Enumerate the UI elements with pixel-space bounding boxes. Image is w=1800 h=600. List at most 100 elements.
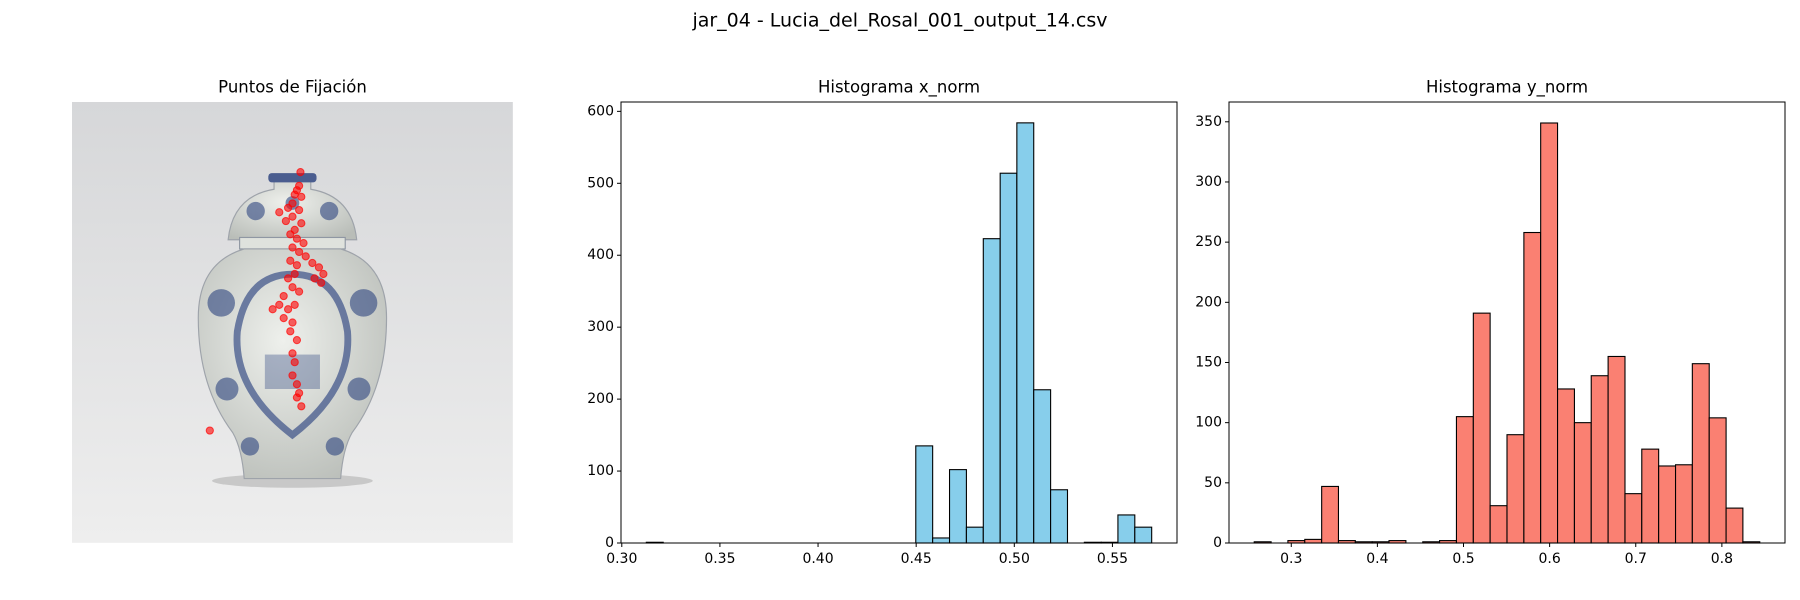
fixation-point: [288, 349, 297, 358]
histogram-bar: [948, 469, 967, 544]
fixation-point: [296, 168, 305, 177]
figure-title: jar_04 - Lucia_del_Rosal_001_output_14.c…: [691, 10, 1107, 32]
fixation-point: [281, 216, 290, 226]
histogram-bar: [1117, 514, 1136, 544]
x-tick-label: 0.35: [704, 551, 735, 567]
y-tick-label: 350: [1195, 114, 1222, 130]
fixation-point: [308, 258, 317, 268]
x-tick-label: 0.30: [606, 551, 637, 567]
y-tick-label: 0: [605, 535, 614, 551]
fixation-point: [275, 300, 284, 309]
fixation-point: [283, 305, 293, 314]
fixation-point: [290, 190, 299, 199]
fixation-point: [279, 291, 288, 301]
fixation-point: [283, 203, 293, 212]
histogram-bar: [1455, 416, 1474, 544]
fixation-point: [288, 283, 297, 292]
fixation-point: [310, 274, 319, 283]
histogram-bar: [1472, 312, 1491, 544]
fixation-point: [275, 208, 284, 217]
histogram-bar: [915, 445, 934, 544]
fixation-point: [295, 287, 304, 296]
fixation-point: [297, 192, 306, 201]
histogram-bar: [1590, 375, 1609, 544]
histogram-bar: [1691, 363, 1710, 544]
x-tick-label: 0.4: [1366, 551, 1388, 567]
histogram-bar: [965, 526, 984, 544]
histogram-bar: [1708, 417, 1727, 544]
histogram-bar: [1573, 422, 1592, 544]
x-tick-label: 0.8: [1711, 551, 1733, 567]
y-tick-label: 100: [1195, 415, 1222, 431]
y-tick-label: 500: [587, 175, 614, 191]
fixation-point: [286, 230, 295, 239]
fixation-point: [290, 300, 299, 309]
y-tick-label: 100: [587, 463, 614, 479]
panel-title: Histograma x_norm: [818, 78, 980, 98]
x-tick-label: 0.3: [1280, 551, 1302, 567]
x-tick-label: 0.7: [1625, 551, 1647, 567]
y-tick-label: 600: [587, 103, 614, 119]
fixation-point: [297, 219, 306, 228]
fixation-point: [279, 313, 288, 323]
fixation-point: [295, 205, 304, 215]
fixation-point: [299, 239, 308, 248]
fixation-point: [292, 380, 302, 389]
fixation-point: [295, 247, 304, 257]
histogram-bar: [1624, 493, 1643, 544]
y-tick-label: 300: [587, 319, 614, 335]
histogram-bar: [1016, 122, 1035, 544]
histogram-bar: [932, 537, 951, 544]
fixation-point: [288, 212, 297, 221]
x-tick-label: 0.55: [1097, 551, 1128, 567]
histogram-bar: [1050, 489, 1069, 544]
x-tick-label: 0.50: [999, 551, 1030, 567]
fixation-point: [292, 393, 302, 402]
histogram-bar: [999, 172, 1018, 544]
fixation-point: [205, 426, 214, 435]
y-tick-label: 200: [1195, 294, 1222, 310]
fixation-point: [286, 327, 295, 336]
histogram-bar: [982, 238, 1001, 544]
fixation-point: [292, 234, 302, 243]
histogram-bar: [1506, 434, 1525, 544]
vase-knob: [268, 173, 317, 183]
histogram-bar: [1321, 485, 1340, 544]
histogram-bar: [1523, 231, 1542, 544]
fixation-point: [283, 274, 293, 283]
histogram-bar: [1557, 388, 1575, 544]
fixation-point: [288, 318, 297, 327]
histogram-bar: [1674, 464, 1693, 544]
y-tick-label: 300: [1195, 174, 1222, 190]
y-tick-label: 400: [587, 247, 614, 263]
panel-title: Puntos de Fijación: [218, 78, 367, 97]
photo: [72, 102, 513, 543]
fixation-point: [314, 263, 324, 272]
fixation-point: [292, 336, 302, 345]
histogram-bar: [1134, 526, 1153, 544]
x-tick-label: 0.5: [1452, 551, 1474, 567]
x-tick-label: 0.6: [1538, 551, 1560, 567]
x-tick-label: 0.40: [802, 551, 833, 567]
x-tick-label: 0.45: [901, 551, 932, 567]
fixation-point: [319, 269, 328, 279]
histogram-bar: [1304, 538, 1323, 544]
vase-panel: [233, 270, 352, 440]
fixation-point: [301, 252, 310, 261]
histogram-bar: [1607, 355, 1626, 544]
fixation-point: [288, 371, 297, 380]
histogram-bar: [1641, 448, 1660, 544]
fixation-point: [288, 243, 297, 252]
y-tick-label: 50: [1204, 475, 1222, 491]
fixation-point: [286, 256, 295, 265]
fixation-point: [290, 358, 299, 367]
histogram-bar: [1658, 465, 1677, 544]
histogram-bar: [1725, 507, 1744, 544]
fixation-point: [317, 278, 326, 287]
fixation-point: [290, 269, 299, 279]
y-tick-label: 150: [1195, 354, 1222, 370]
fixation-point: [268, 305, 277, 314]
y-tick-label: 200: [587, 391, 614, 407]
